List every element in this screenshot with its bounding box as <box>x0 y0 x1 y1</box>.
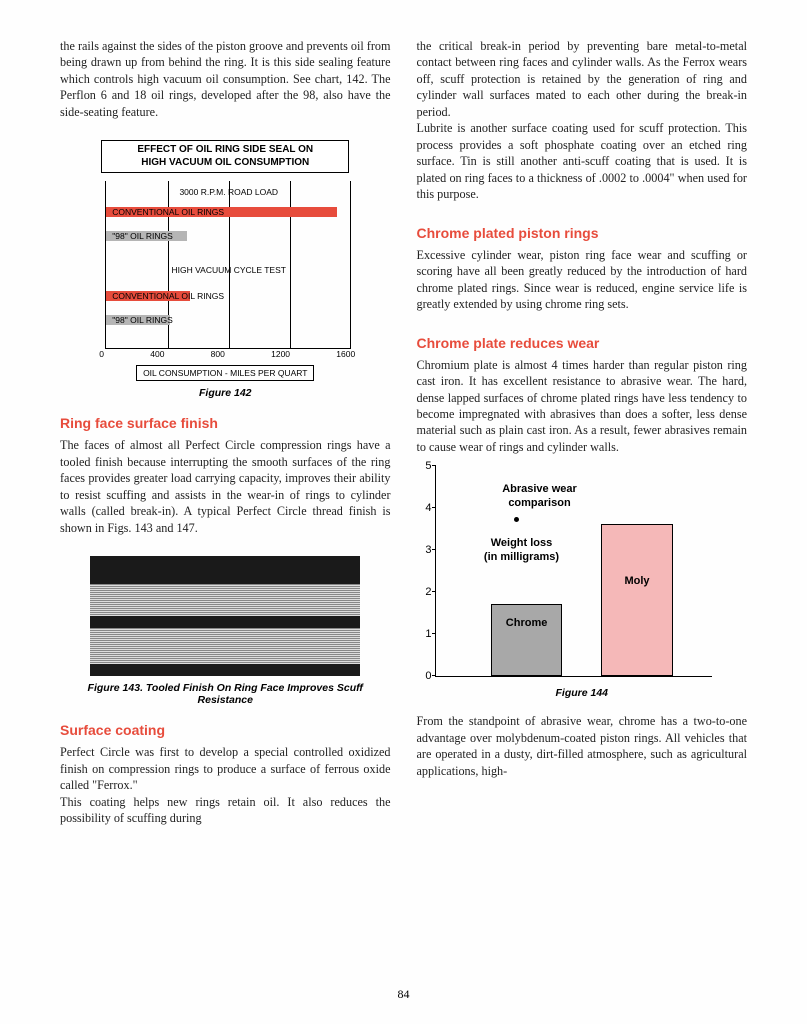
chart1-sub2: HIGH VACUUM CYCLE TEST <box>106 265 351 275</box>
fig142-caption: Figure 142 <box>60 387 391 399</box>
yt3: 3 <box>418 544 432 556</box>
bar-moly-label: Moly <box>602 575 672 587</box>
yt5: 5 <box>418 460 432 472</box>
bar-chrome-label: Chrome <box>492 617 562 629</box>
chart2-text1: Abrasive wear comparison <box>458 483 622 511</box>
left-p3: This coating helps new rings retain oil.… <box>60 794 391 827</box>
left-column: the rails against the sides of the pisto… <box>60 38 391 827</box>
chart2-dot <box>514 517 519 522</box>
yt4: 4 <box>418 502 432 514</box>
chart2-text2: Weight loss (in milligrams) <box>452 537 592 565</box>
xt1: 400 <box>150 349 164 359</box>
left-p2: Perfect Circle was first to develop a sp… <box>60 744 391 793</box>
bar-label-98-road: "98" OIL RINGS <box>112 231 173 241</box>
page: the rails against the sides of the pisto… <box>0 0 807 1024</box>
chart1-title-l2: HIGH VACUUM OIL CONSUMPTION <box>110 157 340 170</box>
left-intro: the rails against the sides of the pisto… <box>60 38 391 120</box>
oil-consumption-chart: EFFECT OF OIL RING SIDE SEAL ON HIGH VAC… <box>95 134 355 381</box>
xt0: 0 <box>99 349 104 359</box>
yt1: 1 <box>418 628 432 640</box>
xt2: 800 <box>211 349 225 359</box>
chart1-body: 3000 R.P.M. ROAD LOAD HIGH VACUUM CYCLE … <box>105 181 351 349</box>
chart1-xticks: 0 400 800 1200 1600 <box>99 349 355 359</box>
right-p4: From the standpoint of abrasive wear, ch… <box>417 713 748 779</box>
left-p1: The faces of almost all Perfect Circle c… <box>60 437 391 536</box>
heading-ring-face: Ring face surface finish <box>60 415 391 431</box>
right-column: the critical break-in period by preventi… <box>417 38 748 827</box>
yt0: 0 <box>418 670 432 682</box>
chart1-title-l1: EFFECT OF OIL RING SIDE SEAL ON <box>110 144 340 157</box>
bar-chrome: Chrome <box>491 604 563 676</box>
fig144-caption: Figure 144 <box>417 687 748 699</box>
abrasive-wear-chart: 0 1 2 3 4 5 Abrasive wear comparison Wei… <box>417 465 712 677</box>
bar-moly: Moly <box>601 524 673 676</box>
bar-label-98-vac: "98" OIL RINGS <box>112 315 173 325</box>
xt4: 1600 <box>336 349 355 359</box>
page-number: 84 <box>0 987 807 1002</box>
bar-label-conv-vac: CONVENTIONAL OIL RINGS <box>112 291 224 301</box>
chart1-axis-label: OIL CONSUMPTION - MILES PER QUART <box>136 365 314 381</box>
right-intro: the critical break-in period by preventi… <box>417 38 748 120</box>
right-p3: Chromium plate is almost 4 times harder … <box>417 357 748 456</box>
columns: the rails against the sides of the pisto… <box>60 38 747 827</box>
yt2: 2 <box>418 586 432 598</box>
right-p2: Excessive cylinder wear, piston ring fac… <box>417 247 748 313</box>
chart1-title: EFFECT OF OIL RING SIDE SEAL ON HIGH VAC… <box>101 140 349 173</box>
heading-chrome-rings: Chrome plated piston rings <box>417 225 748 241</box>
fig143-image <box>90 556 360 676</box>
right-p1: Lubrite is another surface coating used … <box>417 120 748 202</box>
fig143-caption: Figure 143. Tooled Finish On Ring Face I… <box>60 682 391 706</box>
chart1-sub1: 3000 R.P.M. ROAD LOAD <box>106 187 351 197</box>
heading-chrome-reduces: Chrome plate reduces wear <box>417 335 748 351</box>
heading-surface-coating: Surface coating <box>60 722 391 738</box>
xt3: 1200 <box>271 349 290 359</box>
chart2-plot: 0 1 2 3 4 5 Abrasive wear comparison Wei… <box>435 465 712 677</box>
bar-label-conv-road: CONVENTIONAL OIL RINGS <box>112 207 224 217</box>
